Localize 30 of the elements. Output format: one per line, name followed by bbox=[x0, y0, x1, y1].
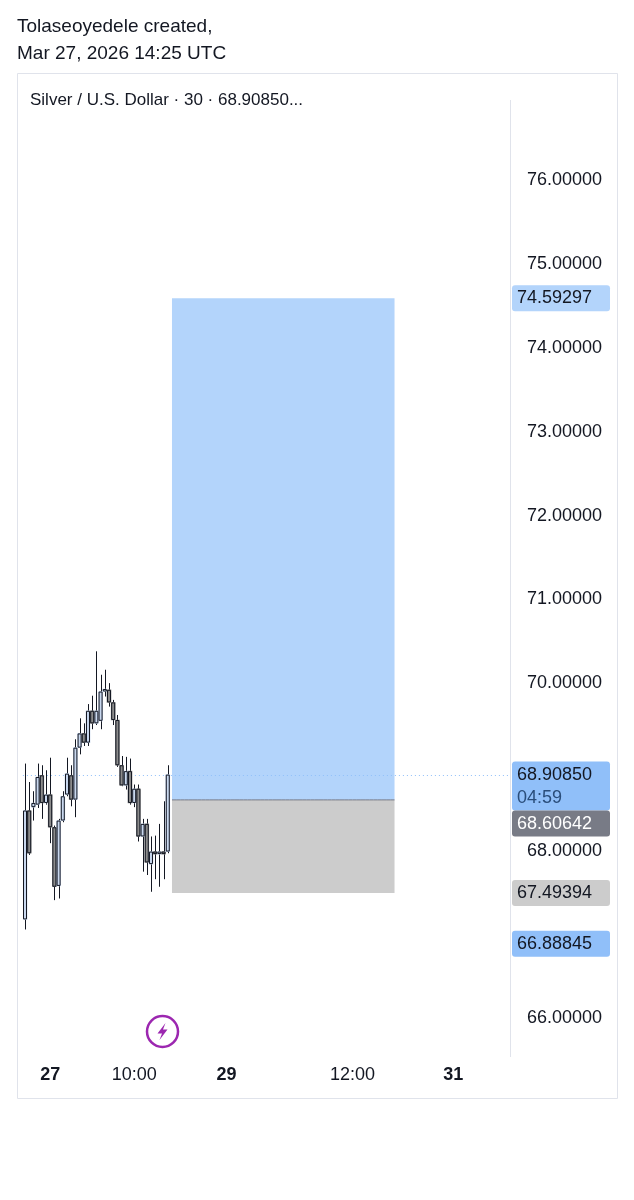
candlestick bbox=[144, 818, 150, 876]
x-tick-label: 27 bbox=[40, 1063, 61, 1084]
x-tick-label: 12:00 bbox=[330, 1063, 376, 1084]
text: 74.59297 bbox=[517, 287, 593, 308]
candlestick bbox=[157, 823, 162, 888]
x-tick-label: 31 bbox=[443, 1063, 464, 1084]
text: 68.60642 bbox=[517, 812, 593, 833]
chart-title: Tolaseoyedele created, Mar 27, 2026 14:25 UTC bbox=[17, 14, 228, 65]
y-tick-label: 71.00000 bbox=[527, 588, 603, 609]
y-tick-label: 72.00000 bbox=[527, 504, 603, 525]
text: 04:59 bbox=[517, 786, 563, 807]
y-tick-label: 74.00000 bbox=[527, 336, 603, 357]
text: 66.88845 bbox=[517, 932, 593, 953]
y-tick-label: 73.00000 bbox=[527, 420, 603, 441]
candlestick bbox=[85, 703, 91, 747]
candlestick bbox=[22, 763, 28, 930]
chart-subtitle: Silver / U.S. Dollar · 30 · 68.90850... bbox=[30, 89, 304, 111]
candlestick bbox=[136, 784, 141, 842]
text: 67.49394 bbox=[517, 882, 593, 903]
y-tick-label: 75.00000 bbox=[527, 253, 603, 274]
y-tick-label: 76.00000 bbox=[527, 169, 603, 190]
ref-line-label: 68.90850 bbox=[517, 763, 593, 784]
candlestick bbox=[152, 835, 158, 880]
candlestick bbox=[127, 758, 133, 806]
y-tick-label: 68.00000 bbox=[527, 839, 603, 860]
x-tick-label: 10:00 bbox=[111, 1063, 157, 1084]
candlestick bbox=[94, 650, 99, 726]
x-tick-label: 29 bbox=[216, 1063, 237, 1084]
y-tick-label: 70.00000 bbox=[527, 672, 603, 693]
y-tick-label: 66.00000 bbox=[527, 1007, 603, 1028]
